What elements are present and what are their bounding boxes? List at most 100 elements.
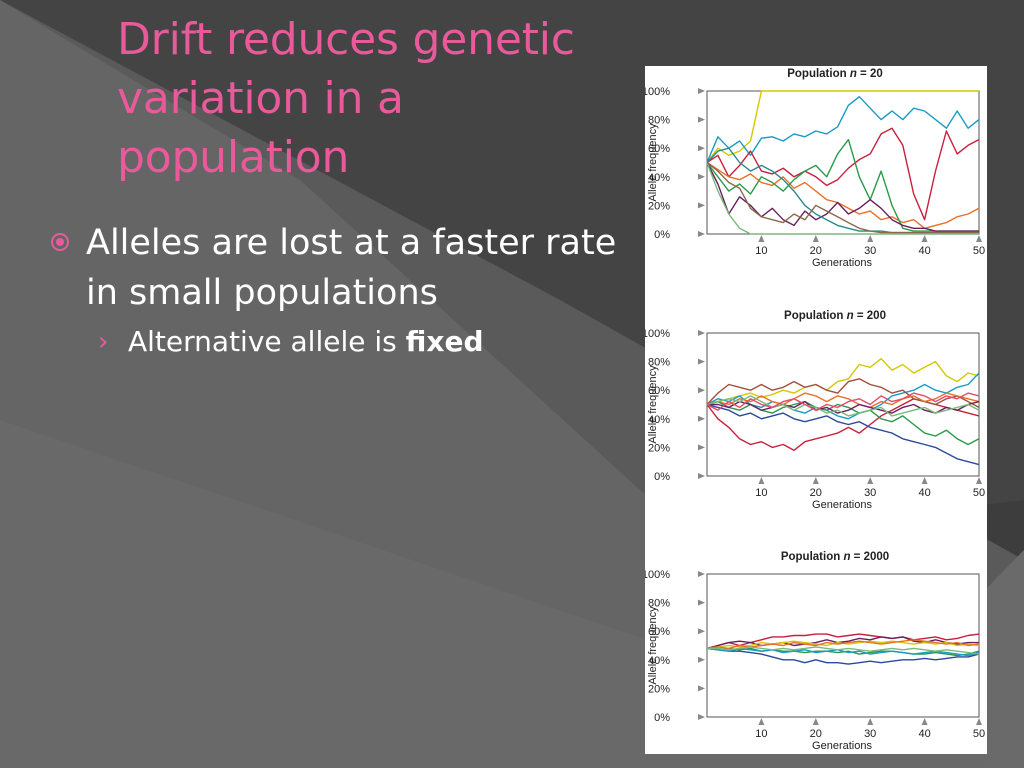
bullet-list: Alleles are lost at a faster rate in sma… xyxy=(50,218,630,362)
y-tick-mark xyxy=(698,145,705,152)
drift-charts: Population n = 200%20%40%60%80%100%10203… xyxy=(645,68,985,752)
series-line xyxy=(706,90,979,163)
y-tick-mark xyxy=(698,628,705,635)
x-tick-mark xyxy=(976,718,982,725)
x-tick-mark xyxy=(921,235,928,242)
y-tick-label: 80% xyxy=(648,357,670,369)
y-axis-label: Allele frequency xyxy=(647,606,659,685)
y-tick-label: 80% xyxy=(648,598,670,610)
x-tick-mark xyxy=(921,477,928,484)
x-tick-label: 50 xyxy=(973,728,985,740)
x-tick-label: 10 xyxy=(755,487,767,499)
x-axis-label: Generations xyxy=(812,499,872,511)
series-line xyxy=(706,378,980,409)
y-tick-label: 20% xyxy=(648,200,670,212)
sub-bullet-text: Alternative allele is xyxy=(128,325,406,358)
series-line xyxy=(706,127,980,221)
y-tick-label: 60% xyxy=(648,143,670,155)
series-line xyxy=(707,646,980,655)
y-tick-label: 60% xyxy=(648,385,670,397)
y-tick-mark xyxy=(698,714,705,720)
series-line xyxy=(706,162,979,235)
y-tick-mark xyxy=(698,173,705,180)
x-tick-mark xyxy=(921,718,928,725)
x-tick-label: 30 xyxy=(864,728,876,740)
y-tick-mark xyxy=(698,415,705,422)
y-tick-mark xyxy=(698,116,705,123)
series-line xyxy=(706,636,979,650)
series-line xyxy=(706,395,980,417)
bullet-item: Alleles are lost at a faster rate in sma… xyxy=(50,218,630,318)
x-tick-label: 30 xyxy=(864,487,876,499)
y-axis-label: Allele frequency xyxy=(647,365,659,444)
x-tick-mark xyxy=(812,235,819,242)
y-tick-label: 40% xyxy=(648,172,670,184)
y-tick-mark xyxy=(698,358,705,365)
x-tick-label: 30 xyxy=(864,245,876,257)
x-tick-label: 10 xyxy=(755,728,767,740)
y-tick-mark xyxy=(698,387,705,394)
x-tick-label: 10 xyxy=(755,245,767,257)
series-line xyxy=(706,161,979,234)
y-tick-label: 100% xyxy=(645,328,670,340)
series-line xyxy=(706,161,980,229)
y-tick-mark xyxy=(698,571,705,577)
x-tick-label: 40 xyxy=(918,728,930,740)
x-tick-label: 20 xyxy=(810,245,822,257)
series-line xyxy=(706,633,980,650)
chart-title: Population n = 20 xyxy=(787,68,883,80)
chart-1: Population n = 20 0% 20% 40% 60% 80% 100% 10 20 3… xyxy=(645,68,985,269)
y-tick-label: 100% xyxy=(645,86,670,98)
x-tick-mark xyxy=(812,718,819,725)
series-line xyxy=(706,358,980,406)
x-tick-mark xyxy=(867,235,874,242)
x-tick-label: 40 xyxy=(918,487,930,499)
chart-2: Population n = 200 0% 20% 40% 60% 80% 100% 10 20… xyxy=(645,310,985,511)
y-tick-mark xyxy=(698,88,705,94)
x-tick-label: 50 xyxy=(973,245,985,257)
y-tick-mark xyxy=(698,656,705,663)
slide-title: Drift reduces genetic variation in a pop… xyxy=(117,14,575,183)
y-tick-mark xyxy=(698,444,705,451)
x-tick-label: 20 xyxy=(810,487,822,499)
bullet-text: Alleles are lost at a faster rate in sma… xyxy=(86,223,617,313)
x-axis-label: Generations xyxy=(812,740,872,752)
y-tick-mark xyxy=(698,330,705,336)
x-tick-mark xyxy=(976,477,982,484)
series-line xyxy=(706,392,980,411)
x-tick-label: 50 xyxy=(973,487,985,499)
y-tick-mark xyxy=(698,231,705,237)
y-tick-label: 20% xyxy=(648,683,670,695)
series-line xyxy=(706,403,980,466)
x-tick-mark xyxy=(758,718,765,725)
y-tick-label: 80% xyxy=(648,115,670,127)
target-bullet-icon xyxy=(51,233,69,251)
y-tick-label: 40% xyxy=(648,414,670,426)
x-tick-mark xyxy=(812,477,819,484)
y-tick-label: 0% xyxy=(654,229,670,241)
y-tick-label: 0% xyxy=(654,471,670,483)
chart-title: Population n = 2000 xyxy=(781,551,889,563)
x-tick-mark xyxy=(867,718,874,725)
sub-bullet-item: › Alternative allele is fixed xyxy=(50,322,630,362)
y-tick-label: 20% xyxy=(648,442,670,454)
y-tick-label: 100% xyxy=(645,569,670,581)
y-axis-label: Allele frequency xyxy=(647,123,659,202)
x-tick-mark xyxy=(758,477,765,484)
y-tick-mark xyxy=(698,685,705,692)
y-tick-label: 0% xyxy=(654,712,670,724)
chart-title: Population n = 200 xyxy=(784,310,886,322)
series-line xyxy=(706,162,979,232)
x-tick-label: 40 xyxy=(918,245,930,257)
chart-3: Population n = 2000 0% 20% 40% 60% 80% 100% 10 2… xyxy=(645,551,985,752)
y-tick-label: 60% xyxy=(648,626,670,638)
y-tick-mark xyxy=(698,202,705,209)
series-line xyxy=(706,392,980,409)
x-tick-mark xyxy=(758,235,765,242)
sub-bullet-bold: fixed xyxy=(405,325,484,358)
x-tick-label: 20 xyxy=(810,728,822,740)
figure-panel: Population n = 200%20%40%60%80%100%10203… xyxy=(645,66,987,754)
x-axis-label: Generations xyxy=(812,257,872,269)
series-line xyxy=(706,138,979,232)
chevron-right-icon: › xyxy=(98,327,109,357)
